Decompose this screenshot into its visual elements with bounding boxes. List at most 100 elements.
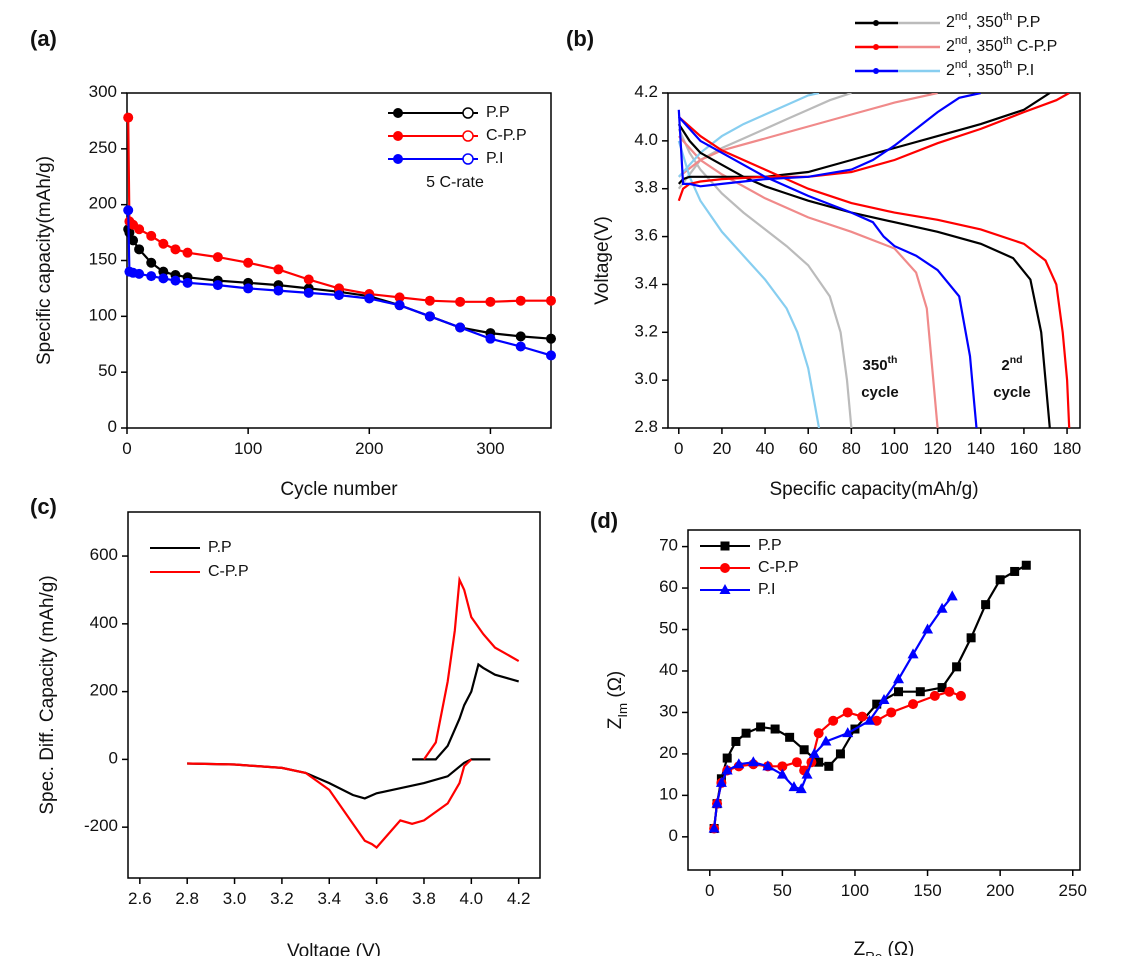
- series-line: [677, 93, 1051, 185]
- marker: [936, 602, 948, 613]
- y-axis-title: Voltage(V): [592, 216, 613, 305]
- marker: [808, 747, 820, 758]
- panel-label: (a): [30, 26, 57, 51]
- marker: [1021, 560, 1031, 570]
- series-line: [677, 93, 982, 188]
- marker: [785, 732, 795, 742]
- marker: [134, 268, 145, 279]
- marker: [424, 295, 435, 306]
- x-tick-label: 2.8: [175, 889, 199, 908]
- marker: [546, 350, 556, 361]
- marker: [814, 757, 824, 767]
- marker: [720, 563, 730, 573]
- legend-label: P.I: [758, 581, 776, 598]
- panel-label: (b): [566, 26, 594, 51]
- marker: [455, 322, 466, 333]
- x-tick-label: 2.6: [128, 889, 152, 908]
- series-line: [677, 93, 820, 178]
- legend-label: C-P.P: [486, 127, 527, 144]
- marker: [741, 728, 751, 738]
- plot-frame: [687, 529, 1081, 871]
- marker: [394, 300, 405, 311]
- marker: [893, 673, 905, 684]
- x-tick-label: 0: [122, 439, 131, 458]
- annotation: cycle: [861, 384, 899, 401]
- marker: [791, 757, 802, 768]
- marker: [128, 235, 139, 246]
- y-tick-label: -200: [84, 817, 118, 836]
- y-tick-label: 50: [659, 619, 678, 638]
- annotation: 2nd: [1001, 354, 1022, 374]
- x-tick-label: 100: [880, 439, 908, 458]
- marker: [715, 776, 727, 787]
- plot-frame: [127, 511, 541, 879]
- marker: [134, 244, 145, 255]
- marker: [795, 783, 807, 794]
- marker: [170, 275, 181, 286]
- marker: [886, 707, 897, 718]
- legend-marker: [873, 20, 879, 26]
- marker: [170, 244, 181, 255]
- x-tick-label: 160: [1010, 439, 1038, 458]
- marker: [243, 283, 254, 294]
- marker: [922, 623, 934, 634]
- y-tick-label: 600: [90, 546, 118, 565]
- x-tick-label: 0: [674, 439, 683, 458]
- y-tick-label: 3.0: [634, 370, 658, 389]
- legend-label: 2nd, 350th P.P: [946, 11, 1040, 31]
- marker: [546, 333, 556, 344]
- marker: [158, 238, 169, 249]
- x-tick-label: 3.2: [270, 889, 294, 908]
- x-tick-label: 3.6: [365, 889, 389, 908]
- marker: [546, 295, 556, 306]
- y-tick-label: 0: [669, 826, 678, 845]
- marker: [937, 683, 947, 693]
- y-tick-label: 2.8: [634, 417, 658, 436]
- y-tick-label: 30: [659, 702, 678, 721]
- marker: [393, 154, 403, 164]
- y-tick-label: 4.0: [634, 130, 658, 149]
- annotation: cycle: [993, 384, 1031, 401]
- series-line: [127, 117, 551, 303]
- marker: [842, 707, 853, 718]
- marker: [820, 735, 832, 746]
- x-axis-title: ZRe (Ω): [854, 939, 915, 956]
- y-axis-title: ZIm (Ω): [605, 671, 630, 730]
- marker: [393, 108, 403, 118]
- marker: [462, 130, 474, 142]
- series-line: [678, 116, 1071, 428]
- legend-label: P.P: [486, 104, 510, 121]
- marker: [824, 761, 834, 771]
- marker: [708, 822, 720, 833]
- marker: [123, 205, 134, 216]
- marker: [146, 257, 157, 268]
- legend-label: P.I: [486, 150, 504, 167]
- y-tick-label: 0: [108, 417, 117, 436]
- y-tick-label: 3.2: [634, 322, 658, 341]
- x-tick-label: 150: [913, 881, 941, 900]
- series-line: [677, 140, 821, 428]
- marker: [966, 633, 976, 643]
- marker: [813, 728, 824, 739]
- y-tick-label: 4.2: [634, 82, 658, 101]
- marker: [462, 153, 474, 165]
- marker: [995, 575, 1005, 585]
- series-line: [677, 123, 1051, 428]
- x-tick-label: 50: [773, 881, 792, 900]
- marker: [915, 687, 925, 697]
- x-tick-label: 4.0: [460, 889, 484, 908]
- legend-label: P.P: [758, 537, 782, 554]
- marker: [515, 295, 526, 306]
- marker: [212, 252, 223, 263]
- marker: [273, 264, 284, 275]
- y-tick-label: 20: [659, 743, 678, 762]
- marker: [146, 230, 157, 241]
- series-line: [187, 662, 519, 800]
- y-tick-label: 50: [98, 362, 117, 381]
- marker: [722, 753, 732, 763]
- x-tick-label: 3.8: [412, 889, 436, 908]
- y-tick-label: 400: [90, 613, 118, 632]
- x-tick-label: 4.2: [507, 889, 531, 908]
- series-line: [677, 135, 939, 428]
- series-line: [713, 564, 1027, 829]
